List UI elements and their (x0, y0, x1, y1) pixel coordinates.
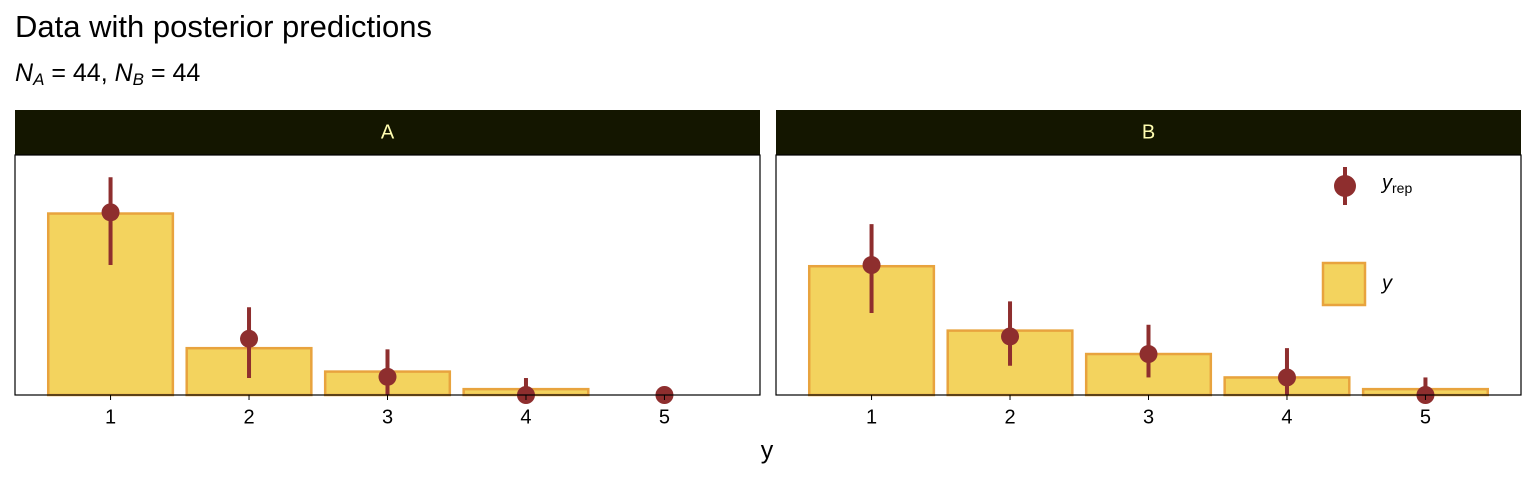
x-tick-label: 2 (243, 406, 254, 428)
subtitle-text: = 44 (144, 59, 200, 87)
subtitle-symbol: N (15, 59, 34, 87)
x-tick-label: 5 (1420, 406, 1431, 428)
point (101, 203, 120, 222)
chart-title: Data with posterior predictions (15, 9, 432, 44)
point (1001, 327, 1020, 346)
subtitle-text: = 44, (44, 59, 114, 87)
point (240, 329, 259, 348)
x-tick-label: 4 (1281, 406, 1292, 428)
facet-label: B (1142, 121, 1155, 143)
point (1277, 368, 1296, 387)
x-tick-label: 5 (659, 406, 670, 428)
strip (776, 110, 1521, 155)
strip (15, 110, 760, 155)
subtitle-symbol: N (115, 59, 134, 87)
facet-label: A (381, 121, 395, 143)
point (862, 256, 881, 275)
legend-label: yrep (1380, 172, 1412, 195)
point (378, 367, 397, 386)
chart-subtitle: NA = 44, NB = 44 (15, 59, 200, 90)
legend-label: y (1380, 272, 1393, 294)
legend-swatch (1321, 261, 1367, 307)
bar (807, 264, 936, 397)
x-tick-label: 4 (520, 406, 531, 428)
subtitle-subscript: B (133, 70, 144, 89)
x-tick-label: 2 (1004, 406, 1015, 428)
legend-subscript: rep (1392, 180, 1412, 196)
x-axis-label: y (761, 437, 774, 465)
point (1139, 345, 1158, 364)
x-tick-label: 1 (866, 406, 877, 428)
legend-point (1334, 175, 1356, 197)
legend-symbol: y (1380, 172, 1393, 194)
x-tick-label: 3 (1143, 406, 1154, 428)
x-tick-label: 1 (105, 406, 116, 428)
subtitle-subscript: A (32, 70, 44, 89)
x-tick-label: 3 (382, 406, 393, 428)
